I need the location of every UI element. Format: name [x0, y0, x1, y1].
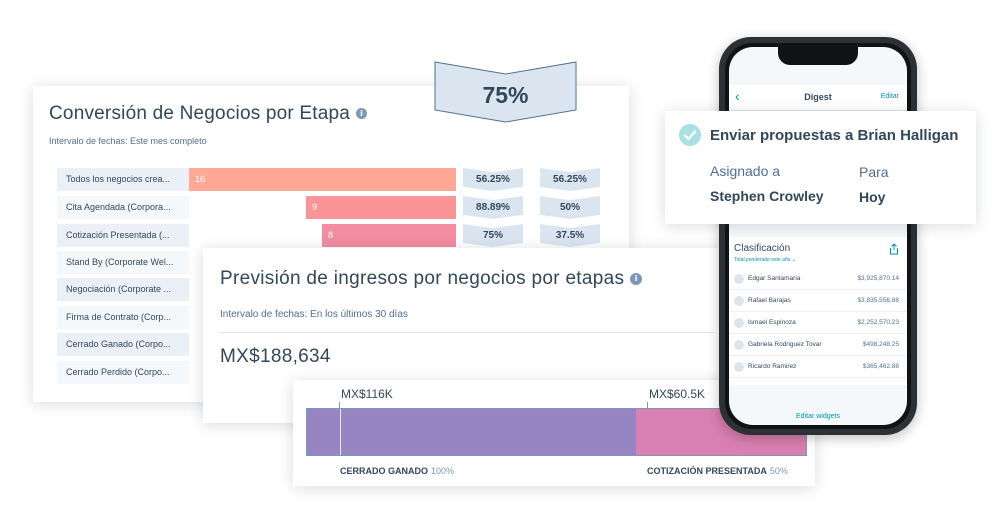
leaderboard-widget: Clasificación Total ponderado este año ⌄… — [729, 237, 907, 385]
rep-value: $2,252,570.23 — [857, 319, 899, 326]
funnel-date-range: Intervalo de fechas: Este mes completo — [49, 136, 207, 146]
edit-widgets-link[interactable]: Editar widgets — [796, 413, 840, 420]
funnel-stage-row: Cita Agendada (Corpora... 9 88.89% 50% — [57, 196, 632, 219]
phone-notch — [778, 47, 858, 65]
forecast-total: MX$188,634 — [220, 346, 331, 367]
legend-percent: 100% — [431, 466, 455, 476]
forecast-title: Previsión de ingresos por negocios por e… — [220, 268, 643, 290]
legend-percent: 50% — [769, 466, 788, 476]
assigned-label: Asignado a — [710, 163, 781, 179]
chevron-left-icon[interactable]: ‹ — [735, 88, 740, 104]
next-stage-rate: 56.25% — [463, 168, 523, 191]
divider — [220, 332, 715, 333]
funnel-stage-row: Cotización Presentada (... 8 75% 37.5% — [57, 224, 632, 247]
funnel-stage-row: Firma de Contrato (Corp... — [57, 306, 632, 329]
leaderboard-row[interactable]: Edgar Santamaria $3,925,870.14 — [729, 268, 907, 290]
funnel-title-text: Conversión de Negocios por Etapa — [49, 103, 351, 124]
funnel-stage-row: Cerrado Ganado (Corpo... — [57, 333, 632, 356]
conversion-highlight-value: 75% — [482, 82, 529, 108]
task-title[interactable]: Enviar propuestas a Brian Halligan — [710, 127, 959, 144]
segment-tick — [647, 402, 648, 410]
leaderboard-title: Clasificación — [734, 243, 791, 254]
forecast-date-range: Intervalo de fechas: En los últimos 30 d… — [220, 309, 408, 320]
avatar — [734, 318, 744, 328]
check-circle-icon[interactable] — [679, 124, 701, 146]
segment-legend: COTIZACIÓN PRESENTADA 50% — [647, 466, 788, 476]
phone-edit-link[interactable]: Editar — [880, 93, 899, 100]
leaderboard-row[interactable]: Ismael Espinoza $2,252,570.23 — [729, 312, 907, 334]
segment-divider — [340, 409, 341, 455]
funnel-stage-row: Todos los negocios crea... 16 56.25% 56.… — [57, 168, 632, 191]
avatar — [734, 296, 744, 306]
stage-label[interactable]: Cotización Presentada (... — [57, 224, 189, 247]
phone-screen: ‹ Digest Editar Clasificación Total pond… — [729, 47, 907, 425]
due-label: Para — [859, 164, 889, 180]
phone-title: Digest — [804, 92, 832, 102]
rep-value: $3,925,870.14 — [857, 275, 899, 282]
segment-cerrado-ganado[interactable] — [307, 409, 636, 455]
cumulative-rate: 37.5% — [540, 224, 600, 247]
next-stage-rate: 88.89% — [463, 196, 523, 219]
avatar — [734, 362, 744, 372]
leaderboard-row[interactable]: Ricardo Ramirez $365,462.88 — [729, 356, 907, 378]
rep-name: Ricardo Ramirez — [748, 363, 797, 370]
next-stage-rate: 75% — [463, 224, 523, 247]
stage-label[interactable]: Cerrado Ganado (Corpo... — [57, 333, 189, 356]
stage-label[interactable]: Firma de Contrato (Corp... — [57, 306, 189, 329]
due-value: Hoy — [859, 189, 886, 205]
rep-value: $3,835,556.88 — [857, 297, 899, 304]
info-icon[interactable]: i — [630, 272, 643, 285]
phone-header: ‹ Digest Editar — [729, 85, 907, 111]
stage-bar: 9 — [306, 196, 456, 219]
rep-name: Rafael Barajas — [748, 297, 791, 304]
info-icon[interactable]: i — [356, 108, 368, 120]
funnel-stage-row: Cerrado Perdido (Corpo... — [57, 361, 632, 384]
stage-label[interactable]: Stand By (Corporate Wel... — [57, 251, 189, 274]
stage-label[interactable]: Cita Agendada (Corpora... — [57, 196, 189, 219]
rep-value: $498,248.25 — [862, 341, 899, 348]
stage-label[interactable]: Negociación (Corporate ... — [57, 278, 189, 301]
cumulative-rate: 50% — [540, 196, 600, 219]
share-icon[interactable] — [889, 243, 899, 255]
stage-bar: 16 — [189, 168, 456, 191]
cumulative-rate: 56.25% — [540, 168, 600, 191]
conversion-chevron-icon — [434, 61, 577, 123]
funnel-stage-row: Stand By (Corporate Wel... — [57, 251, 632, 274]
avatar — [734, 340, 744, 350]
legend-label: COTIZACIÓN PRESENTADA — [647, 466, 767, 476]
rep-name: Gabriela Rodriguez Tovar — [748, 341, 822, 348]
assigned-value: Stephen Crowley — [710, 188, 824, 204]
segment-amount: MX$116K — [341, 387, 393, 401]
segment-legend: CERRADO GANADO 100% — [340, 466, 454, 476]
funnel-title: Conversión de Negocios por Etapa i — [49, 103, 368, 125]
rep-value: $365,462.88 — [862, 363, 899, 370]
stage-label[interactable]: Todos los negocios crea... — [57, 168, 189, 191]
stage-label[interactable]: Cerrado Perdido (Corpo... — [57, 361, 189, 384]
leaderboard-row[interactable]: Gabriela Rodriguez Tovar $498,248.25 — [729, 334, 907, 356]
rep-name: Edgar Santamaria — [748, 275, 801, 282]
leaderboard-row[interactable]: Rafael Barajas $3,835,556.88 — [729, 290, 907, 312]
rep-name: Ismael Espinoza — [748, 319, 796, 326]
leaderboard-filter[interactable]: Total ponderado este año ⌄ — [734, 257, 797, 263]
funnel-stage-row: Negociación (Corporate ... — [57, 278, 632, 301]
phone-mockup: ‹ Digest Editar Clasificación Total pond… — [719, 37, 917, 435]
task-card: Enviar propuestas a Brian Halligan Asign… — [665, 111, 976, 224]
forecast-title-text: Previsión de ingresos por negocios por e… — [220, 268, 625, 289]
segment-amount: MX$60.5K — [649, 387, 706, 401]
legend-label: CERRADO GANADO — [340, 466, 429, 476]
funnel-report-card: Conversión de Negocios por Etapa i Interv… — [33, 86, 629, 402]
avatar — [734, 274, 744, 284]
segment-tick — [339, 402, 340, 410]
stage-bar: 8 — [322, 224, 456, 247]
